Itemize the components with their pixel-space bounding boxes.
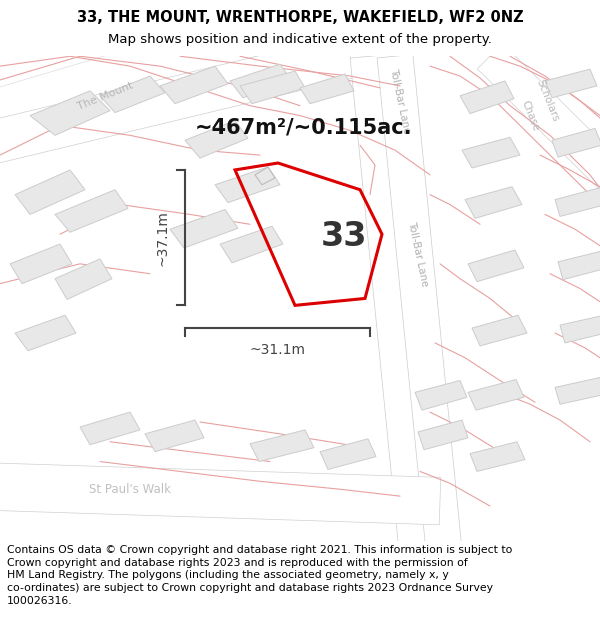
Polygon shape	[145, 420, 204, 452]
Polygon shape	[55, 259, 112, 299]
Text: St Paul's Walk: St Paul's Walk	[89, 482, 171, 496]
Polygon shape	[55, 190, 128, 232]
Polygon shape	[0, 6, 286, 136]
Polygon shape	[15, 170, 85, 214]
Polygon shape	[415, 381, 467, 410]
Polygon shape	[250, 430, 314, 461]
Polygon shape	[552, 128, 600, 157]
Polygon shape	[470, 442, 525, 471]
Polygon shape	[320, 439, 376, 469]
Text: ~37.1m: ~37.1m	[156, 210, 170, 266]
Text: Scholars: Scholars	[535, 78, 561, 123]
Text: Toll-Bar Lane: Toll-Bar Lane	[406, 221, 430, 288]
Polygon shape	[555, 188, 600, 216]
Polygon shape	[350, 54, 440, 562]
Polygon shape	[255, 167, 275, 185]
Text: 33: 33	[321, 220, 367, 253]
Polygon shape	[80, 412, 140, 445]
Polygon shape	[558, 251, 600, 279]
Polygon shape	[477, 44, 600, 198]
Text: The Mount: The Mount	[76, 80, 134, 111]
Polygon shape	[15, 315, 76, 351]
Polygon shape	[300, 74, 354, 104]
Polygon shape	[545, 69, 597, 98]
Polygon shape	[0, 462, 441, 525]
Text: ~467m²/~0.115ac.: ~467m²/~0.115ac.	[195, 118, 413, 138]
Polygon shape	[377, 54, 463, 562]
Polygon shape	[472, 315, 527, 346]
Polygon shape	[185, 121, 248, 158]
Text: Toll-Bar Lane: Toll-Bar Lane	[388, 67, 412, 134]
Polygon shape	[100, 76, 165, 112]
Polygon shape	[560, 315, 600, 343]
Polygon shape	[555, 378, 600, 404]
Polygon shape	[0, 35, 355, 166]
Polygon shape	[10, 244, 72, 284]
Polygon shape	[418, 420, 468, 449]
Text: Contains OS data © Crown copyright and database right 2021. This information is : Contains OS data © Crown copyright and d…	[7, 545, 512, 606]
Polygon shape	[468, 250, 524, 282]
Polygon shape	[465, 187, 522, 218]
Polygon shape	[160, 66, 228, 104]
Polygon shape	[30, 91, 110, 136]
Polygon shape	[220, 226, 283, 263]
Polygon shape	[468, 379, 524, 410]
Polygon shape	[230, 64, 292, 98]
Text: Map shows position and indicative extent of the property.: Map shows position and indicative extent…	[108, 33, 492, 46]
Text: ~31.1m: ~31.1m	[250, 343, 305, 357]
Polygon shape	[215, 167, 280, 202]
Polygon shape	[462, 138, 520, 168]
Polygon shape	[240, 71, 305, 104]
Text: Chase: Chase	[520, 99, 541, 132]
Polygon shape	[460, 81, 514, 114]
Text: 33, THE MOUNT, WRENTHORPE, WAKEFIELD, WF2 0NZ: 33, THE MOUNT, WRENTHORPE, WAKEFIELD, WF…	[77, 9, 523, 24]
Polygon shape	[170, 209, 238, 248]
